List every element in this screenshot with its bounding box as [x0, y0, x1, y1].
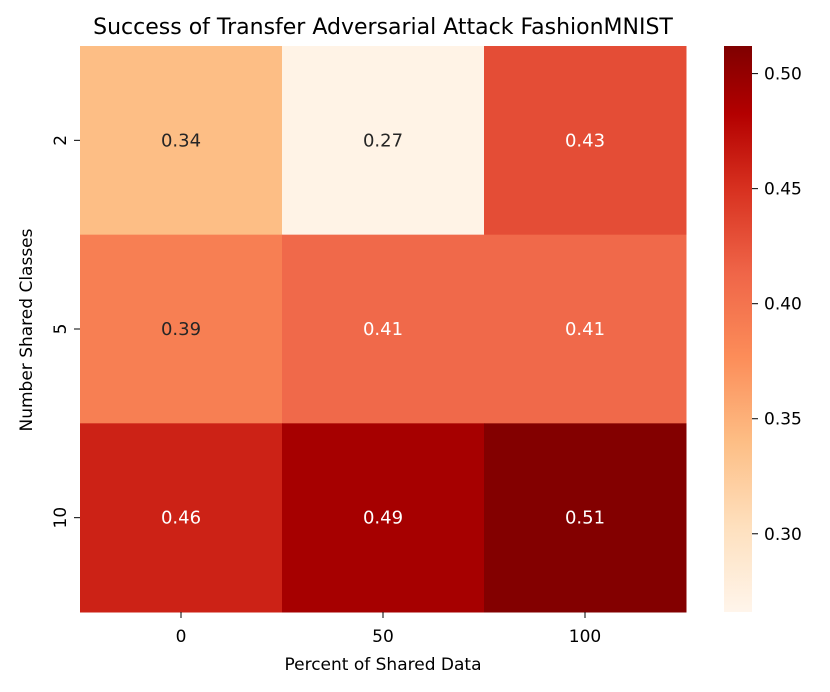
heatmap-cell-r0-c2 [484, 46, 687, 236]
x-axis-ticks: 0 50 100 [176, 612, 601, 647]
y-tick-label-1: 5 [51, 324, 71, 335]
heatmap-cell-r1-c2 [484, 234, 687, 424]
cell-value-label-r2-c2: 0.51 [565, 508, 605, 529]
colorbar-tick-label-4: 0.50 [764, 65, 802, 85]
heatmap-cell-r1-c1 [282, 234, 485, 424]
cell-value-label-r2-c0: 0.46 [161, 508, 201, 529]
heatmap-cell-r0-c0 [80, 46, 283, 236]
heatmap-cell-r2-c0 [80, 423, 283, 613]
y-axis-label: Number Shared Classes [17, 228, 37, 431]
x-tick-label-0: 0 [176, 627, 187, 647]
y-tick-label-0: 2 [51, 135, 71, 146]
cell-value-label-r1-c1: 0.41 [363, 319, 403, 340]
chart-title: Success of Transfer Adversarial Attack F… [93, 15, 673, 40]
colorbar-tick-label-0: 0.30 [764, 525, 802, 545]
heatmap-cell-r2-c1 [282, 423, 485, 613]
cell-value-label-r1-c2: 0.41 [565, 319, 605, 340]
y-tick-label-2: 10 [51, 507, 71, 529]
heatmap-cell-r2-c2 [484, 423, 687, 613]
y-axis-ticks: 2 5 10 [51, 135, 80, 529]
colorbar-tick-label-2: 0.40 [764, 295, 802, 315]
heatmap-cell-r1-c0 [80, 234, 283, 424]
x-tick-label-1: 50 [372, 627, 394, 647]
cell-value-label-r2-c1: 0.49 [363, 508, 403, 529]
x-axis-label: Percent of Shared Data [284, 655, 481, 675]
colorbar-ticks: 0.30 0.35 0.40 0.45 0.50 [752, 65, 802, 545]
cell-value-label-r0-c0: 0.34 [161, 130, 201, 151]
cell-value-label-r0-c2: 0.43 [565, 130, 605, 151]
colorbar-tick-label-3: 0.45 [764, 180, 802, 200]
heatmap-cell-labels: 0.34 0.27 0.43 0.39 0.41 0.41 0.46 0.49 0.51 [161, 130, 605, 528]
heatmap-cell-r0-c1 [282, 46, 485, 236]
x-tick-label-2: 100 [569, 627, 601, 647]
cell-value-label-r1-c0: 0.39 [161, 319, 201, 340]
colorbar [724, 46, 752, 612]
colorbar-tick-label-1: 0.35 [764, 410, 802, 430]
heatmap-cells [80, 46, 687, 613]
cell-value-label-r0-c1: 0.27 [363, 130, 403, 151]
